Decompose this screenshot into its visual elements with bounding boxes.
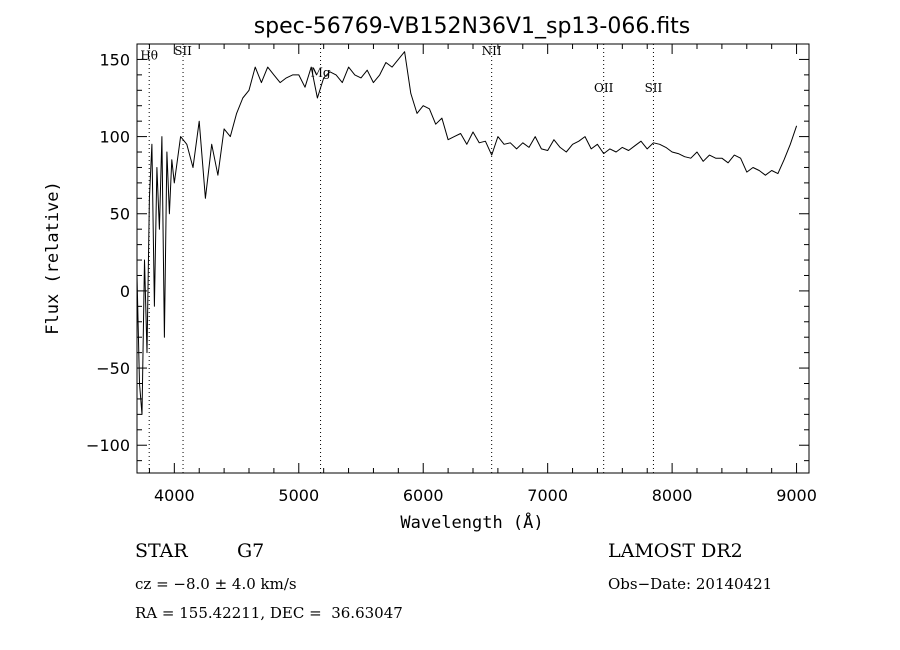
marker-label-5: SII (645, 81, 663, 95)
marker-label-3: NII (482, 44, 502, 58)
x-axis-ticks: 4000 5000 6000 7000 8000 9000 (148, 44, 817, 505)
marker-label-0: Hθ (140, 48, 158, 62)
radial-velocity: cz = −8.0 ± 4.0 km/s (135, 575, 297, 593)
line-marker-group (148, 44, 654, 473)
plot-frame (136, 43, 810, 474)
marker-label-2: Mg (311, 65, 331, 79)
y-tick-label: 0 (120, 282, 130, 301)
object-class: STAR (135, 540, 188, 562)
marker-label-4: OII (594, 81, 614, 95)
y-tick-label: 50 (110, 205, 130, 224)
y-tick-label: 100 (99, 128, 130, 147)
x-tick-label: 7000 (527, 486, 568, 505)
marker-label-1: SII (174, 44, 192, 58)
x-tick-label: 6000 (403, 486, 444, 505)
survey-name: LAMOST DR2 (608, 540, 743, 562)
x-tick-label: 4000 (154, 486, 195, 505)
spectrum-line-0 (136, 51, 798, 415)
y-tick-label: 150 (99, 50, 130, 69)
x-tick-label: 9000 (776, 486, 817, 505)
chart-title: spec-56769-VB152N36V1_sp13-066.fits (254, 14, 691, 39)
x-axis-label: Wavelength (Å) (400, 511, 543, 533)
observation-date: Obs−Date: 20140421 (608, 575, 773, 593)
spectrum-line-group (136, 51, 798, 415)
y-tick-label: −50 (96, 359, 130, 378)
x-tick-label: 8000 (652, 486, 693, 505)
y-axis-ticks: −100 −50 0 50 100 150 (86, 43, 809, 462)
object-subclass: G7 (237, 540, 265, 562)
line-marker-labels: Hθ SII Mg NII OII SII (140, 44, 662, 95)
y-tick-label: −100 (86, 436, 130, 455)
sky-coordinates: RA = 155.42211, DEC = 36.63047 (135, 604, 403, 622)
x-tick-label: 5000 (278, 486, 319, 505)
y-axis-label: Flux (relative) (43, 181, 63, 335)
